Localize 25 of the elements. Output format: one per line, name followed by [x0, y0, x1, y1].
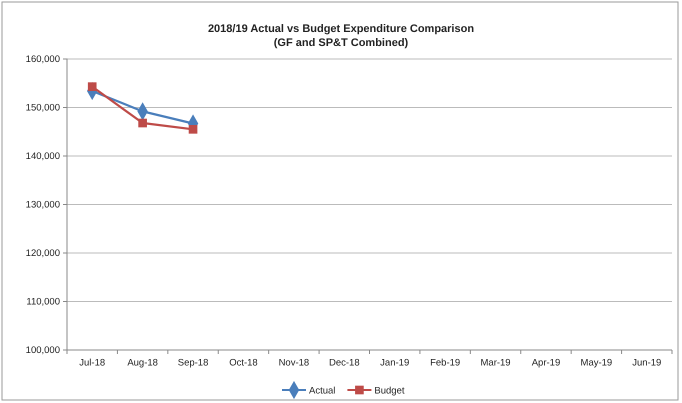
- x-tick-label: Jul-18: [79, 358, 106, 369]
- x-tick-label: Oct-18: [229, 358, 258, 369]
- y-tick-label: 150,000: [26, 102, 60, 114]
- chart-subtitle: (GF and SP&T Combined): [274, 37, 409, 49]
- y-tick-label: 130,000: [26, 200, 60, 211]
- x-tick-label: Feb-19: [430, 358, 460, 369]
- y-tick-label: 160,000: [26, 54, 60, 66]
- x-tick-label: Mar-19: [480, 358, 511, 369]
- x-tick-label: Aug-18: [127, 358, 158, 369]
- legend-label: Budget: [374, 386, 405, 396]
- x-tick-label: Jun-19: [632, 358, 662, 369]
- y-tick-label: 140,000: [26, 151, 60, 162]
- x-tick-label: Apr-19: [532, 358, 560, 369]
- x-tick-label: May-19: [580, 358, 612, 369]
- x-tick-label: Sep-18: [178, 358, 208, 369]
- legend-label: Actual: [309, 386, 336, 396]
- point: [188, 124, 198, 134]
- y-tick-label: 120,000: [26, 248, 60, 260]
- x-tick-label: Nov-18: [278, 358, 310, 369]
- chart-title: 2018/19 Actual vs Budget Expenditure Comparison: [208, 23, 474, 35]
- x-tick-label: Jan-19: [380, 358, 410, 369]
- x-tick-label: Dec-18: [328, 358, 360, 369]
- y-tick-label: 100,000: [26, 345, 60, 356]
- y-tick-label: 110,000: [26, 296, 60, 308]
- point: [138, 118, 147, 128]
